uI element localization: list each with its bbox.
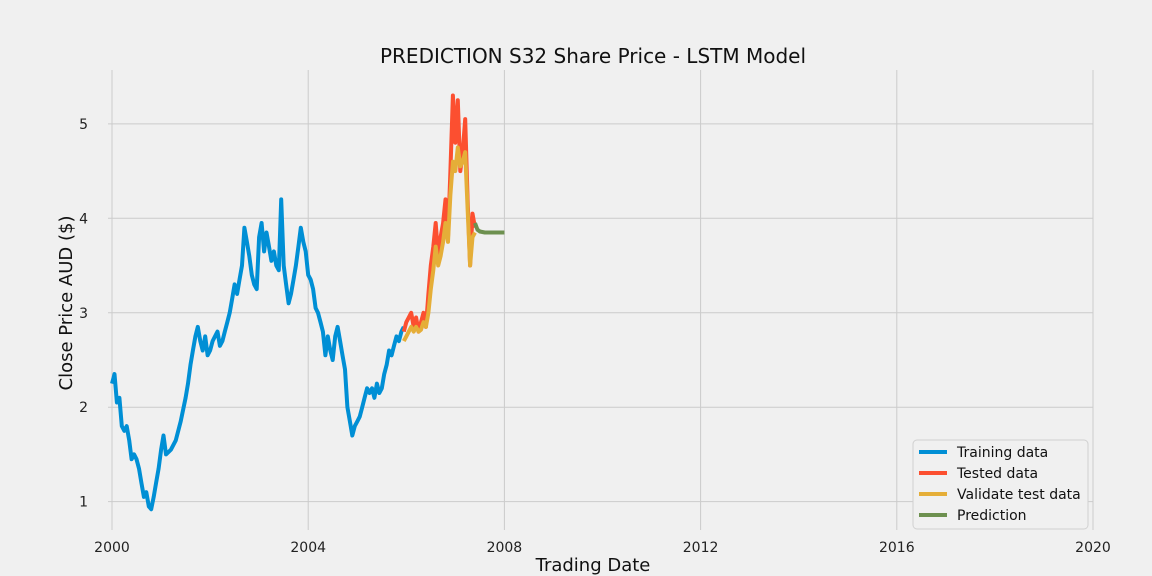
series-line-tested-data — [401, 93, 477, 334]
legend-label-training-data: Training data — [956, 445, 1048, 461]
legend-label-tested-data: Tested data — [956, 466, 1038, 482]
x-tick-label-2004: 2004 — [290, 540, 326, 556]
x-tick-label-2020: 2020 — [1075, 540, 1111, 556]
y-tick-label-4: 4 — [79, 211, 88, 227]
y-tick-label-2: 2 — [79, 400, 88, 416]
series-line-training-data — [110, 197, 406, 512]
x-tick-label-2000: 2000 — [94, 540, 130, 556]
x-tick-label-2008: 2008 — [487, 540, 523, 556]
y-axis-label: Close Price AUD ($) — [56, 216, 77, 391]
y-tick-label-3: 3 — [79, 306, 88, 322]
x-tick-label-2016: 2016 — [879, 540, 915, 556]
legend-box — [912, 439, 1089, 530]
series-layer — [110, 93, 505, 512]
series-line-prediction — [473, 222, 505, 235]
legend: Training data Tested data Validate test da… — [912, 439, 1089, 530]
legend-label-prediction: Prediction — [957, 508, 1027, 524]
y-tick-label-5: 5 — [79, 117, 88, 133]
x-axis-label: Trading Date — [535, 555, 651, 576]
legend-label-validate-test-data: Validate test data — [957, 487, 1081, 503]
y-tick-label-1: 1 — [79, 495, 88, 511]
series-line-validate-test-data — [402, 145, 477, 343]
chart-title: PREDICTION S32 Share Price - LSTM Model — [380, 44, 806, 68]
x-tick-label-2012: 2012 — [683, 540, 719, 556]
tick-labels: 2000 2004 2008 2012 2016 2020 1 2 3 4 5 — [79, 117, 1111, 556]
